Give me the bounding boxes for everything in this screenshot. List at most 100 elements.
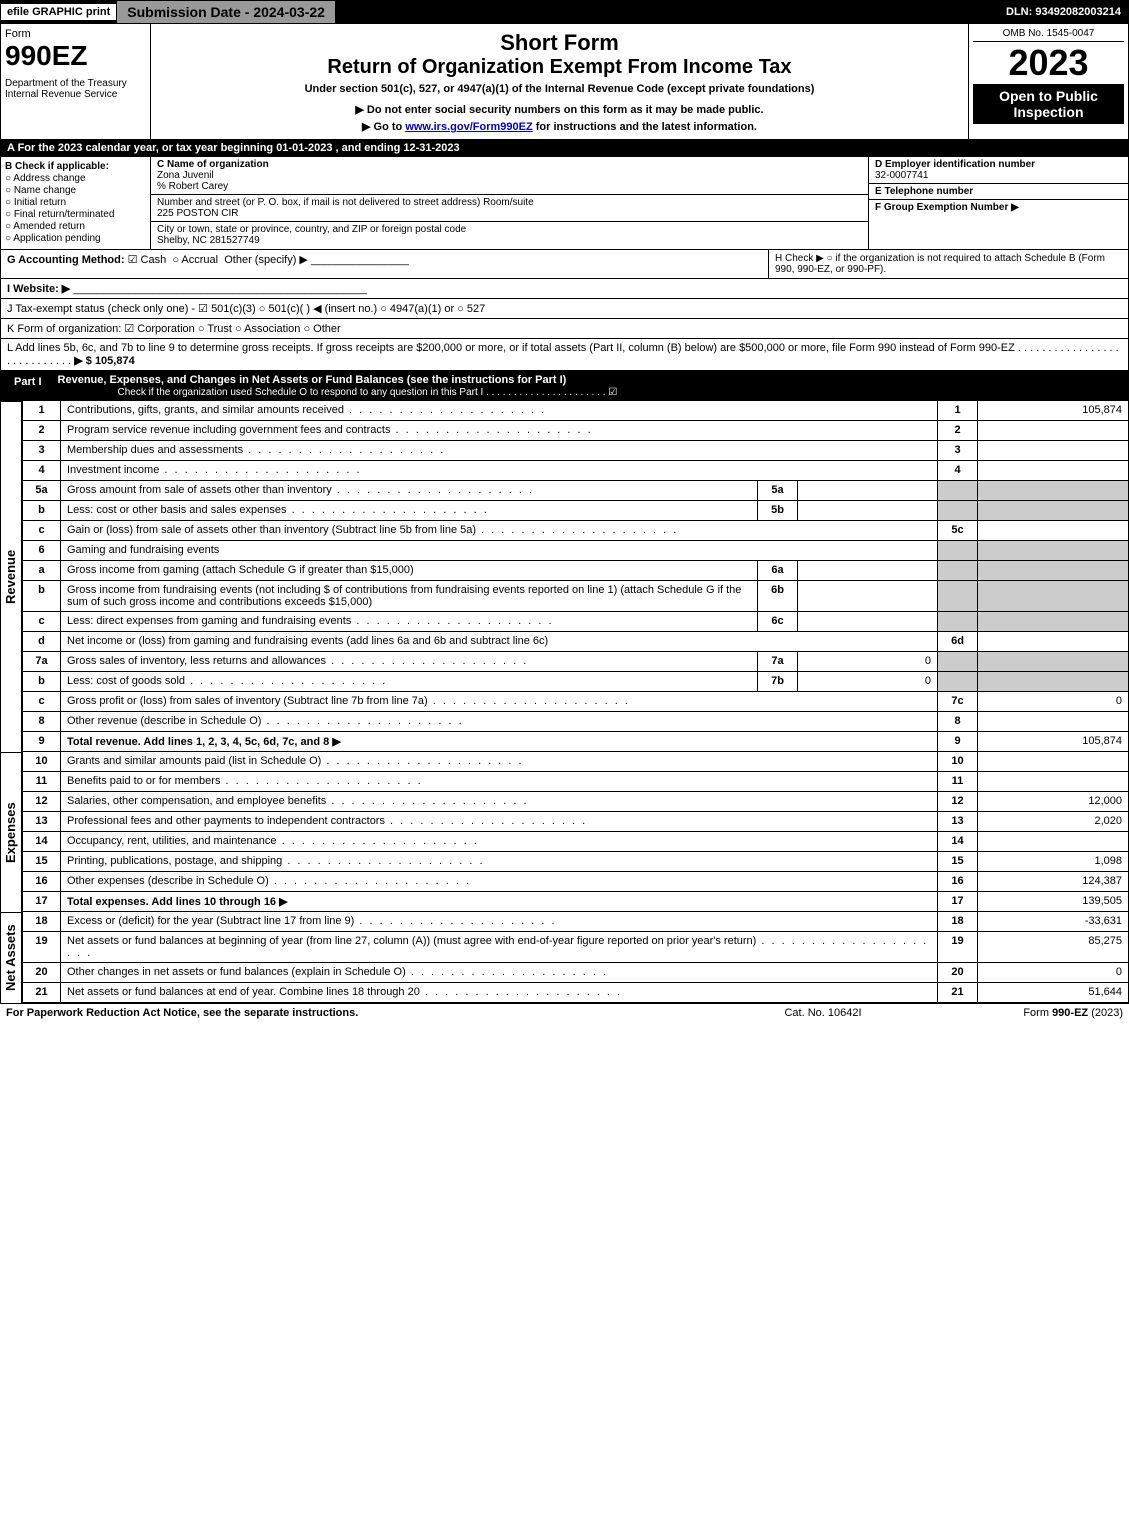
subtitle: Under section 501(c), 527, or 4947(a)(1)… [157, 83, 962, 95]
line-17-val: 139,505 [978, 892, 1128, 911]
revenue-vert-label: Revenue [0, 401, 22, 752]
line-15-desc: Printing, publications, postage, and shi… [61, 852, 938, 871]
line-6a-val [798, 561, 938, 580]
line-1-desc: Contributions, gifts, grants, and simila… [61, 401, 938, 420]
addr-value: 225 POSTON CIR [157, 208, 239, 219]
efile-label: efile GRAPHIC print [1, 4, 117, 20]
line-13-desc: Professional fees and other payments to … [61, 812, 938, 831]
chk-name-change[interactable]: Name change [5, 185, 146, 196]
line-6c-val [798, 612, 938, 631]
line-3-desc: Membership dues and assessments [61, 441, 938, 460]
line-19-val: 85,275 [978, 932, 1128, 962]
line-15-val: 1,098 [978, 852, 1128, 871]
chk-accrual[interactable]: Accrual [172, 254, 218, 266]
tax-year: 2023 [973, 42, 1124, 84]
form-header: Form 990EZ Department of the Treasury In… [0, 24, 1129, 140]
row-j-tax-exempt: J Tax-exempt status (check only one) - ☑… [0, 299, 1129, 319]
line-5a-desc: Gross amount from sale of assets other t… [61, 481, 758, 500]
line-5a-val [798, 481, 938, 500]
line-2-desc: Program service revenue including govern… [61, 421, 938, 440]
part1-sched-o-note: Check if the organization used Schedule … [58, 387, 618, 398]
line-1-val: 105,874 [978, 401, 1128, 420]
line-6c-desc: Less: direct expenses from gaming and fu… [61, 612, 758, 631]
row-l-gross-receipts: L Add lines 5b, 6c, and 7b to line 9 to … [0, 339, 1129, 371]
return-title: Return of Organization Exempt From Incom… [157, 56, 962, 79]
box-d-e-f: D Employer identification number 32-0007… [868, 157, 1128, 249]
line-12-val: 12,000 [978, 792, 1128, 811]
line-20-desc: Other changes in net assets or fund bala… [61, 963, 938, 982]
line-11-desc: Benefits paid to or for members [61, 772, 938, 791]
line-7c-val: 0 [978, 692, 1128, 711]
short-form-title: Short Form [157, 30, 962, 56]
line-9-val: 105,874 [978, 732, 1128, 751]
line-6d-val [978, 632, 1128, 651]
line-6-desc: Gaming and fundraising events [61, 541, 938, 560]
dept-label: Department of the Treasury [5, 78, 146, 89]
org-name: Zona Juvenil [157, 170, 214, 181]
chk-amended-return[interactable]: Amended return [5, 221, 146, 232]
box-b: B Check if applicable: Address change Na… [1, 157, 151, 249]
form-label: Form [5, 28, 146, 40]
box-c: C Name of organization Zona Juvenil % Ro… [151, 157, 868, 249]
chk-address-change[interactable]: Address change [5, 173, 146, 184]
box-h: H Check ▶ ○ if the organization is not r… [768, 250, 1128, 278]
line-11-val [978, 772, 1128, 791]
phone-label: E Telephone number [875, 186, 973, 197]
expenses-vert-label: Expenses [0, 752, 22, 912]
line-7a-desc: Gross sales of inventory, less returns a… [61, 652, 758, 671]
row-k-org-form: K Form of organization: ☑ Corporation ○ … [0, 319, 1129, 339]
line-6b-desc: Gross income from fundraising events (no… [61, 581, 758, 611]
line-21-desc: Net assets or fund balances at end of ye… [61, 983, 938, 1002]
irs-link[interactable]: www.irs.gov/Form990EZ [405, 121, 532, 133]
note-ssn: ▶ Do not enter social security numbers o… [157, 103, 962, 116]
gross-receipts-amount: ▶ $ 105,874 [74, 355, 134, 367]
line-3-val [978, 441, 1128, 460]
line-16-val: 124,387 [978, 872, 1128, 891]
line-18-val: -33,631 [978, 912, 1128, 931]
care-of: % Robert Carey [157, 181, 228, 192]
line-20-val: 0 [978, 963, 1128, 982]
line-5b-val [798, 501, 938, 520]
city-label: City or town, state or province, country… [157, 224, 466, 235]
row-a-period: A For the 2023 calendar year, or tax yea… [0, 140, 1129, 157]
footer-formno: Form 990-EZ (2023) [923, 1007, 1123, 1019]
line-5b-desc: Less: cost or other basis and sales expe… [61, 501, 758, 520]
note-goto: ▶ Go to www.irs.gov/Form990EZ for instru… [157, 120, 962, 133]
chk-application-pending[interactable]: Application pending [5, 233, 146, 244]
line-10-desc: Grants and similar amounts paid (list in… [61, 752, 938, 771]
chk-initial-return[interactable]: Initial return [5, 197, 146, 208]
line-19-desc: Net assets or fund balances at beginning… [61, 932, 938, 962]
line-4-desc: Investment income [61, 461, 938, 480]
line-16-desc: Other expenses (describe in Schedule O) [61, 872, 938, 891]
footer-catno: Cat. No. 10642I [723, 1007, 923, 1019]
chk-cash[interactable]: Cash [128, 254, 167, 266]
line-2-val [978, 421, 1128, 440]
submission-date: Submission Date - 2024-03-22 [117, 1, 336, 23]
accounting-label: G Accounting Method: [7, 254, 125, 266]
page-footer: For Paperwork Reduction Act Notice, see … [0, 1003, 1129, 1022]
omb-number: OMB No. 1545-0047 [973, 28, 1124, 42]
line-8-desc: Other revenue (describe in Schedule O) [61, 712, 938, 731]
addr-label: Number and street (or P. O. box, if mail… [157, 197, 534, 208]
line-7c-desc: Gross profit or (loss) from sales of inv… [61, 692, 938, 711]
dln-label: DLN: 93492082003214 [1000, 4, 1128, 20]
open-public-badge: Open to Public Inspection [973, 84, 1124, 124]
top-bar: efile GRAPHIC print Submission Date - 20… [0, 0, 1129, 24]
line-12-desc: Salaries, other compensation, and employ… [61, 792, 938, 811]
sched-o-checkbox[interactable]: ☑ [608, 387, 617, 398]
ein-value: 32-0007741 [875, 170, 928, 181]
chk-final-return[interactable]: Final return/terminated [5, 209, 146, 220]
line-7b-desc: Less: cost of goods sold [61, 672, 758, 691]
group-exemption-label: F Group Exemption Number ▶ [875, 202, 1019, 213]
line-5c-val [978, 521, 1128, 540]
line-9-desc: Total revenue. Add lines 1, 2, 3, 4, 5c,… [61, 732, 938, 751]
line-4-val [978, 461, 1128, 480]
row-i-website: I Website: ▶ ___________________________… [0, 279, 1129, 299]
line-5c-desc: Gain or (loss) from sale of assets other… [61, 521, 938, 540]
line-14-val [978, 832, 1128, 851]
line-17-desc: Total expenses. Add lines 10 through 16 [61, 892, 938, 911]
line-6b-val [798, 581, 938, 611]
box-b-label: B Check if applicable: [5, 161, 146, 172]
part1-title: Revenue, Expenses, and Changes in Net As… [58, 374, 567, 386]
line-6d-desc: Net income or (loss) from gaming and fun… [61, 632, 938, 651]
